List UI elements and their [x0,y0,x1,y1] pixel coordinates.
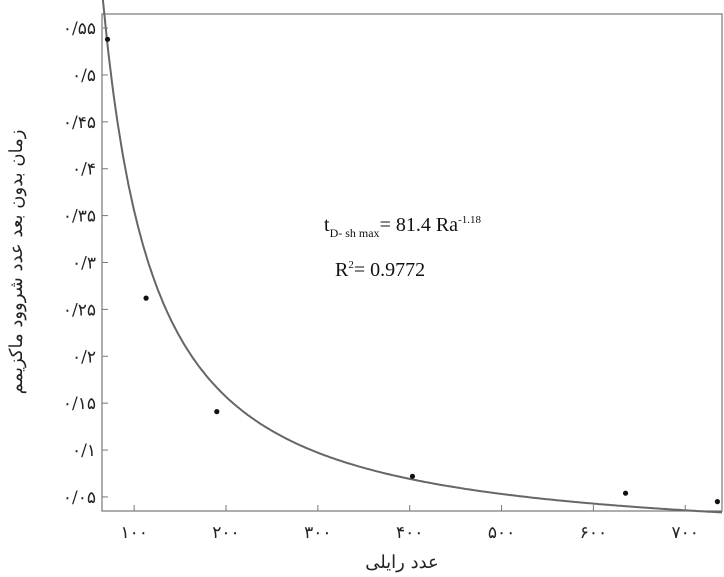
data-point [104,36,111,42]
y-tick-label: ۰/۴۵ [63,113,96,133]
y-axis-title: زمان بدون بعد عدد شروود ماکزیمم [6,130,27,395]
fit-curve [101,0,723,514]
x-axis-title: عدد رایلی [365,552,439,573]
y-tick-label: ۰/۵ [72,66,96,86]
y-tick-label: ۰/۲ [72,347,96,367]
x-tick-label: ۳۰۰ [304,523,331,543]
y-axis: ۰/۰۵ ۰/۱ ۰/۱۵ ۰/۲ ۰/۲۵ ۰/۳ ۰/۳۵ ۰/۴ ۰/۴۵ ۰/۵ ۰/۵۵ [63,19,108,508]
x-tick-label: ۷۰۰ [672,523,699,543]
y-tick-label: ۰/۳ [72,254,96,274]
data-point [143,295,149,301]
y-tick-label: ۰/۱ [72,441,96,461]
data-points [104,36,721,505]
x-tick-label: ۱۰۰ [120,523,147,543]
data-point [409,473,416,479]
x-tick-label: ۵۰۰ [488,523,515,543]
data-point [214,409,220,415]
y-tick-label: ۰/۳۵ [63,207,96,227]
y-tick-label: ۰/۵۵ [63,19,96,39]
y-tick-label: ۰/۴ [72,160,96,180]
y-tick-label: ۰/۰۵ [63,488,96,508]
x-axis: ۱۰۰ ۲۰۰ ۳۰۰ ۴۰۰ ۵۰۰ ۶۰۰ ۷۰۰ [120,505,699,543]
x-tick-label: ۶۰۰ [580,523,607,543]
x-tick-label: ۴۰۰ [396,523,423,543]
data-point [622,490,629,496]
r-squared: R2= 0.9772 [335,259,425,281]
y-tick-label: ۰/۲۵ [63,300,96,320]
x-tick-label: ۲۰۰ [212,523,239,543]
y-tick-label: ۰/۱۵ [63,394,96,414]
fit-equation: tD- sh max= 81.4 Ra-1.18 [324,214,481,240]
data-point [714,499,721,505]
